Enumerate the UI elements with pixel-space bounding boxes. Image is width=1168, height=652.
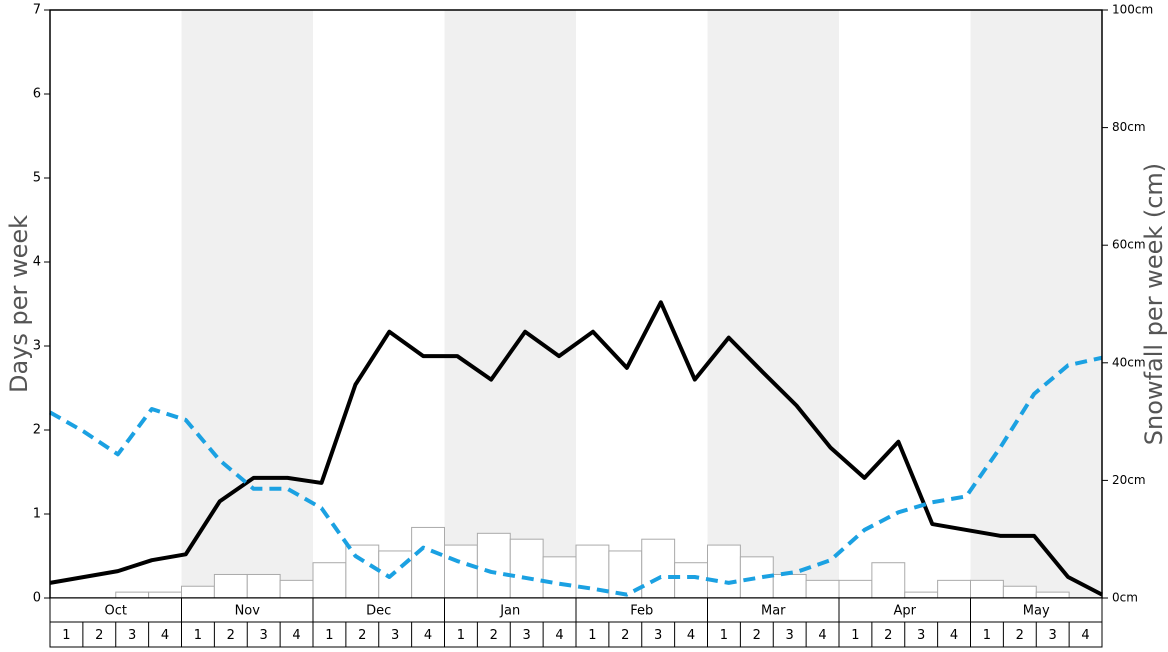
week-label: 4	[818, 628, 826, 643]
week-label: 1	[325, 628, 333, 643]
month-label: Dec	[366, 604, 391, 619]
snowfall-bar	[805, 579, 840, 599]
week-label: 3	[1049, 628, 1057, 643]
snowfall-bar	[148, 591, 182, 599]
y2-tick-label: 20cm	[1112, 473, 1146, 487]
snowfall-bar	[871, 562, 906, 599]
week-label: 2	[753, 628, 761, 643]
snowfall-bar	[345, 544, 380, 599]
y2-tick-label: 0cm	[1112, 591, 1138, 605]
snowfall-bar	[476, 532, 511, 599]
y-tick-label: 7	[33, 3, 41, 18]
snowfall-bar	[181, 585, 215, 599]
week-label: 3	[523, 628, 531, 643]
snowfall-bar	[838, 579, 873, 599]
y-tick-label: 6	[33, 87, 41, 102]
week-label: 4	[950, 628, 958, 643]
y-axis-title: Days per week	[5, 215, 33, 393]
week-label: 1	[62, 628, 70, 643]
week-label: 1	[194, 628, 202, 643]
month-label: Nov	[235, 604, 261, 619]
week-label: 1	[588, 628, 596, 643]
month-band	[181, 10, 313, 598]
snowfall-bar	[970, 579, 1004, 599]
snowfall-bar	[444, 544, 478, 599]
snowfall-bar	[213, 573, 248, 599]
week-label: 2	[1016, 628, 1024, 643]
snowfall-bar	[411, 526, 445, 599]
week-label: 3	[391, 628, 399, 643]
week-label: 1	[720, 628, 728, 643]
y2-tick-label: 100cm	[1112, 3, 1153, 17]
month-label: Jan	[499, 604, 520, 619]
week-label: 1	[457, 628, 465, 643]
y-tick-label: 0	[33, 591, 41, 606]
week-label: 4	[555, 628, 563, 643]
week-label: 2	[621, 628, 629, 643]
week-label: 4	[161, 628, 169, 643]
snowfall-bar	[707, 544, 741, 599]
y2-tick-label: 80cm	[1112, 120, 1146, 134]
y-tick-label: 2	[33, 423, 41, 438]
snowfall-bar	[1002, 585, 1037, 599]
snowfall-bar	[937, 579, 971, 599]
snowfall-bar	[246, 573, 281, 599]
dashed-line	[49, 355, 1103, 597]
week-label: 4	[687, 628, 695, 643]
month-label: Mar	[761, 604, 786, 619]
y2-tick-label: 60cm	[1112, 238, 1146, 252]
week-label: 3	[654, 628, 662, 643]
week-label: 2	[490, 628, 498, 643]
y-tick-label: 5	[33, 171, 41, 186]
week-label: 3	[786, 628, 794, 643]
snowfall-bar	[115, 591, 150, 599]
y-tick-label: 3	[33, 339, 41, 354]
snowfall-bar	[674, 562, 708, 599]
week-label: 4	[1081, 628, 1089, 643]
month-label: Feb	[630, 604, 653, 619]
week-label: 2	[358, 628, 366, 643]
y-tick-label: 4	[33, 255, 41, 270]
snowfall-bar	[904, 591, 939, 599]
month-label: Apr	[894, 604, 917, 619]
y2-axis-title: Snowfall per week (cm)	[1140, 163, 1168, 445]
week-label: 3	[260, 628, 268, 643]
y2-tick-label: 40cm	[1112, 355, 1146, 369]
week-label: 2	[95, 628, 103, 643]
week-label: 1	[851, 628, 859, 643]
month-label: May	[1023, 604, 1050, 619]
week-label: 4	[292, 628, 300, 643]
week-label: 3	[128, 628, 136, 643]
snowfall-bar	[312, 562, 347, 599]
snowfall-bar	[542, 556, 577, 599]
snowfall-bar	[641, 538, 676, 599]
snowfall-bar	[279, 579, 314, 599]
week-label: 1	[983, 628, 991, 643]
solid-line	[49, 300, 1103, 597]
month-band	[444, 10, 576, 598]
snowfall-bar	[509, 538, 544, 599]
week-label: 4	[424, 628, 432, 643]
snowfall-bar	[772, 573, 807, 599]
week-label: 2	[227, 628, 235, 643]
y-tick-label: 1	[33, 507, 41, 522]
month-band	[707, 10, 839, 598]
week-label: 2	[884, 628, 892, 643]
snowfall-bar	[1035, 591, 1070, 599]
week-label: 3	[917, 628, 925, 643]
month-band	[970, 10, 1102, 598]
month-label: Oct	[105, 604, 127, 619]
